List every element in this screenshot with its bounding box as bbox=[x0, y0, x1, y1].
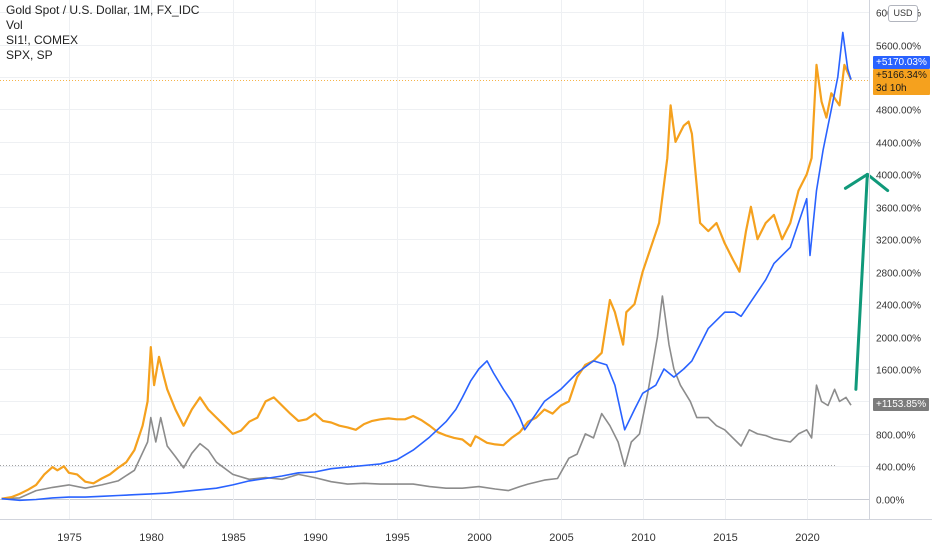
x-tick-label: 2005 bbox=[549, 532, 573, 544]
currency-button[interactable]: USD bbox=[888, 5, 918, 22]
series-line bbox=[1, 295, 852, 500]
y-tick-label: 5600.00% bbox=[876, 42, 921, 53]
x-tick-label: 2010 bbox=[631, 532, 655, 544]
y-tick-label: 2000.00% bbox=[876, 334, 921, 345]
spx-price-badge: +1153.85% bbox=[873, 398, 930, 411]
silver-price-badge: +5170.03% bbox=[873, 56, 930, 69]
annotation-arrow bbox=[843, 172, 890, 391]
x-tick-label: 1980 bbox=[139, 532, 163, 544]
gold-price-value: +5166.34% bbox=[876, 70, 927, 81]
y-tick-label: 2400.00% bbox=[876, 301, 921, 312]
x-tick-label: 1985 bbox=[221, 532, 245, 544]
arrow-shaft bbox=[854, 172, 869, 391]
chart-legend: Gold Spot / U.S. Dollar, 1M, FX_IDC Vol … bbox=[6, 3, 199, 63]
legend-volume[interactable]: Vol bbox=[6, 18, 23, 32]
series-line bbox=[1, 31, 852, 502]
series-line bbox=[1, 63, 853, 500]
y-tick-label: 400.00% bbox=[876, 463, 916, 474]
legend-spx-symbol[interactable]: SPX, SP bbox=[6, 48, 53, 62]
x-axis-ticks[interactable]: 1975 1980 1985 1990 1995 2000 2005 2010 2015 2020 bbox=[57, 532, 819, 544]
arrow-head bbox=[843, 172, 890, 193]
legend-silver-symbol[interactable]: SI1!, COMEX bbox=[6, 33, 79, 47]
x-tick-label: 1990 bbox=[303, 532, 327, 544]
y-tick-label: 3600.00% bbox=[876, 204, 921, 215]
reference-lines bbox=[0, 80, 869, 466]
y-tick-label: 0.00% bbox=[876, 496, 904, 507]
legend-main-symbol[interactable]: Gold Spot / U.S. Dollar, 1M, FX_IDC bbox=[6, 3, 200, 17]
y-tick-label: 4000.00% bbox=[876, 171, 921, 182]
y-tick-label: 1600.00% bbox=[876, 366, 921, 377]
x-tick-label: 2020 bbox=[795, 532, 819, 544]
y-tick-label: 800.00% bbox=[876, 431, 916, 442]
y-tick-label: 3200.00% bbox=[876, 236, 921, 247]
gold-price-badge: +5166.34% 3d 10h bbox=[873, 69, 930, 95]
series-lines bbox=[1, 31, 853, 502]
x-tick-label: 2015 bbox=[713, 532, 737, 544]
x-tick-label: 1975 bbox=[57, 532, 81, 544]
y-tick-label: 4800.00% bbox=[876, 106, 921, 117]
x-tick-label: 2000 bbox=[467, 532, 491, 544]
y-tick-label: 4400.00% bbox=[876, 139, 921, 150]
gold-bar-countdown: 3d 10h bbox=[876, 83, 907, 94]
x-tick-label: 1995 bbox=[385, 532, 409, 544]
grid-lines bbox=[0, 0, 869, 519]
y-tick-label: 2800.00% bbox=[876, 269, 921, 280]
